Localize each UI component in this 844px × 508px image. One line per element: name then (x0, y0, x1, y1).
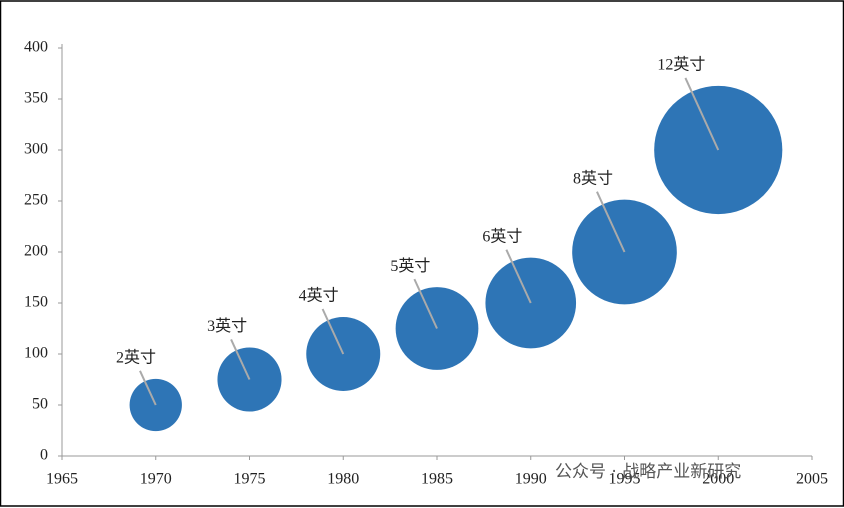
y-tick-label: 50 (32, 396, 48, 413)
x-tick-label: 1990 (515, 471, 547, 488)
x-tick-label: 2000 (702, 471, 734, 488)
y-tick-label: 100 (24, 345, 48, 362)
watermark: 公众号 · 战略产业新研究 (555, 462, 741, 482)
y-tick-label: 300 (24, 141, 48, 158)
leader-line (230, 339, 251, 380)
leader-line (596, 191, 626, 253)
bubble-label: 5英寸 (390, 257, 430, 275)
leader-line (505, 249, 532, 304)
x-tick-label: 1980 (327, 471, 359, 488)
x-tick-label: 1975 (234, 471, 266, 488)
x-tick-label: 1985 (421, 471, 453, 488)
bubble-label: 2英寸 (116, 349, 156, 367)
y-tick-label: 0 (40, 447, 48, 464)
leader-line (321, 308, 345, 355)
x-tick-label: 2005 (796, 471, 828, 488)
bubble-label: 3英寸 (207, 317, 247, 335)
y-tick-label: 250 (24, 192, 48, 209)
bubble-label: 12英寸 (657, 56, 705, 74)
leader-line (413, 278, 438, 329)
bubble-label: 8英寸 (573, 169, 613, 187)
x-tick-label: 1965 (46, 471, 78, 488)
y-tick-label: 350 (24, 90, 48, 107)
y-tick-label: 400 (24, 39, 48, 56)
bubble-label: 4英寸 (299, 287, 339, 305)
leader-line (139, 370, 157, 406)
leader-line (684, 77, 720, 151)
bubble-label: 6英寸 (482, 227, 522, 245)
x-tick-label: 1970 (140, 471, 172, 488)
y-tick-label: 150 (24, 294, 48, 311)
y-tick-label: 200 (24, 243, 48, 260)
x-tick-label: 1995 (609, 471, 641, 488)
